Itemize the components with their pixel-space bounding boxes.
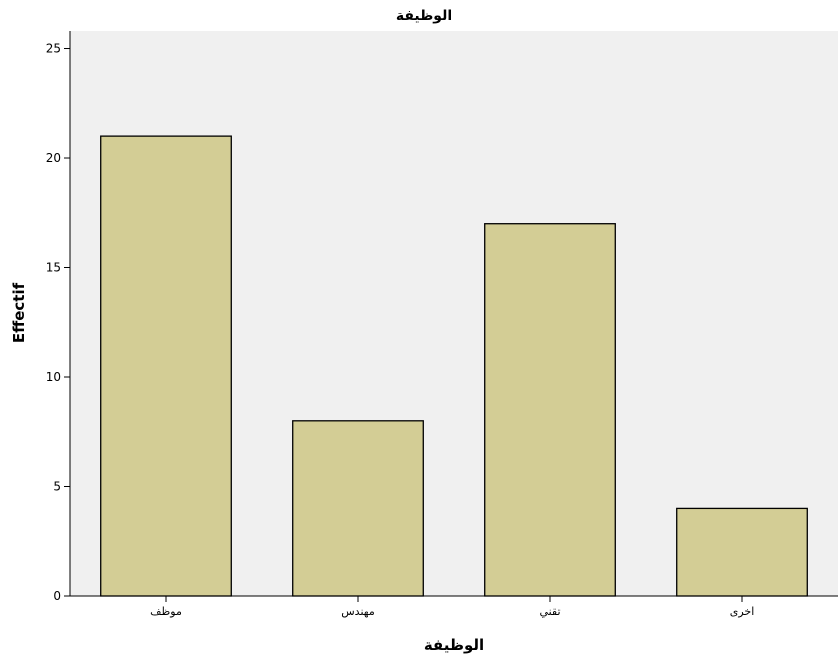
- y-axis-label: Effectif: [10, 282, 28, 343]
- y-tick-label-1: 5: [53, 480, 61, 494]
- x-axis-ticks: موظف مهندس تقني اخرى: [150, 596, 754, 618]
- chart-title: الوظيفة: [396, 8, 452, 24]
- y-axis-ticks: 0 5 10 15 20 25: [46, 42, 70, 603]
- bar-2: [484, 223, 616, 597]
- x-tick-label-1: مهندس: [341, 605, 375, 618]
- y-tick-label-4: 20: [46, 151, 61, 165]
- bars-group: [100, 135, 808, 597]
- bar-1: [292, 420, 424, 597]
- x-tick-label-2: تقني: [539, 605, 560, 618]
- bar-3: [676, 507, 808, 597]
- y-tick-label-3: 15: [46, 261, 61, 275]
- y-tick-label-2: 10: [46, 370, 61, 384]
- x-tick-label-3: اخرى: [730, 605, 755, 618]
- y-tick-label-5: 25: [46, 42, 61, 56]
- x-axis-label: الوظيفة: [424, 636, 484, 654]
- y-tick-label-0: 0: [53, 589, 61, 603]
- x-tick-label-0: موظف: [150, 605, 182, 618]
- bar-0: [100, 135, 232, 597]
